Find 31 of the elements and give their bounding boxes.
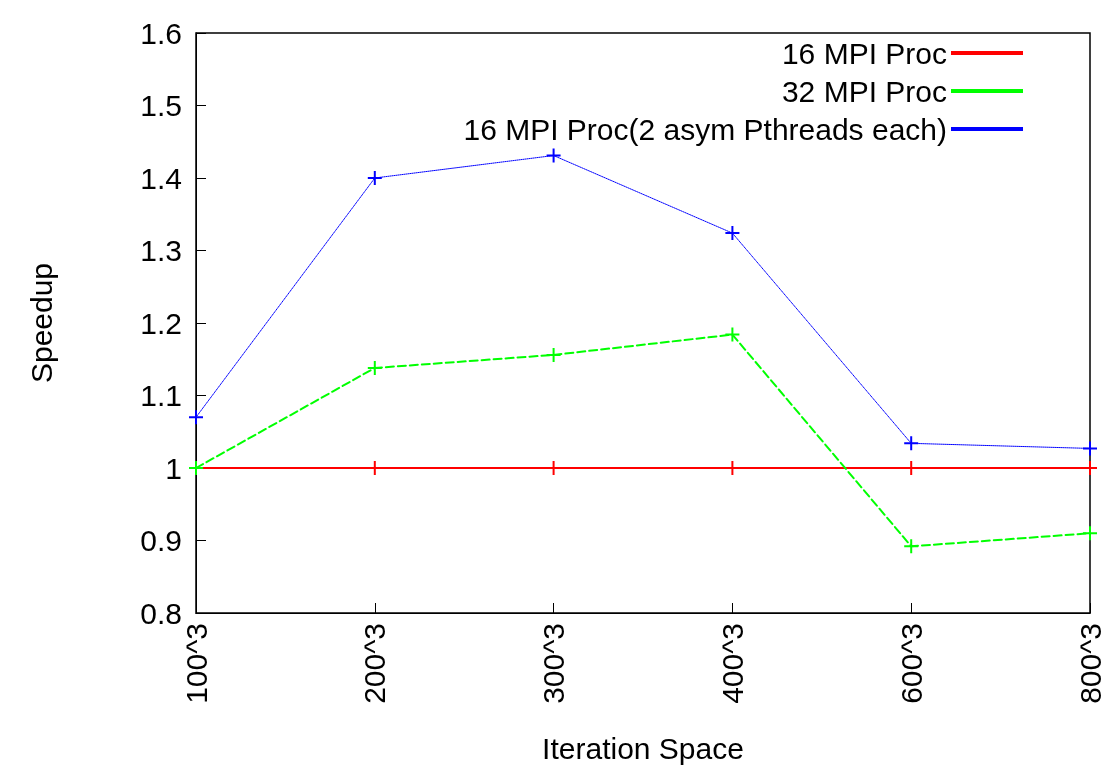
y-axis-title: Speedup [24,262,58,384]
point [545,147,562,164]
y-tick-label: 1.4 [140,161,182,195]
x-axis-title: Iteration Space [542,731,744,765]
point [366,170,383,186]
y-tick-label: 1.2 [140,306,182,340]
point [1082,440,1098,457]
x-tick-label: 200^3 [358,623,392,704]
y-tick-label: 1.1 [140,379,182,412]
x-tick-label: 100^3 [179,623,213,704]
y-tick-label: 1 [165,451,182,485]
legend-label: 16 MPI Proc(2 asym Pthreads each) [463,112,947,146]
legend-label: 32 MPI Proc [781,74,947,108]
y-tick-label: 1.6 [140,16,182,50]
point [903,538,920,555]
x-tick-label: 600^3 [894,623,928,704]
y-tick-label: 0.8 [140,596,182,630]
point [545,346,562,363]
legend-label: 16 MPI Proc [781,36,947,70]
point [188,409,204,426]
x-tick-label: 300^3 [537,623,571,704]
point [724,326,741,343]
x-tick-label: 800^3 [1073,623,1107,704]
y-tick-label: 1.5 [140,89,182,122]
point [724,225,741,242]
point [903,435,920,452]
y-tick-label: 0.9 [140,524,182,557]
point [366,359,383,376]
x-tick-label: 400^3 [715,623,749,704]
y-tick-label: 1.3 [140,234,182,267]
point [1082,525,1098,542]
